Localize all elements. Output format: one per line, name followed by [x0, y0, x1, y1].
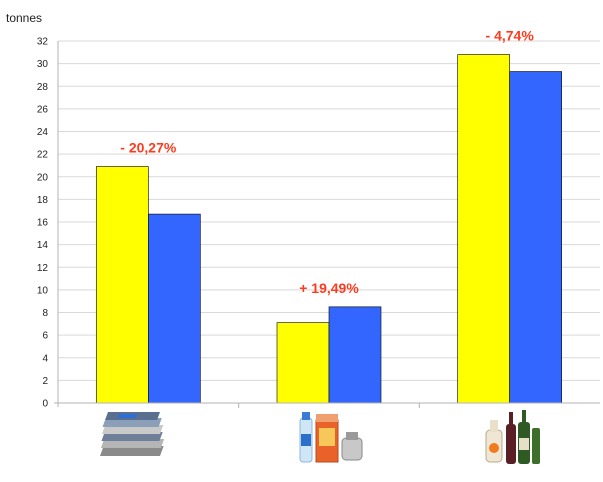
- y-tick-label: 32: [37, 37, 49, 48]
- y-tick-label: 22: [37, 150, 49, 161]
- percent-annotations: - 20,27% + 19,49% - 4,74%: [120, 28, 534, 296]
- packaging-icon: [299, 412, 363, 463]
- y-tick-label: 18: [37, 195, 49, 206]
- bars: [96, 54, 562, 404]
- percent-change-label: - 4,74%: [486, 28, 535, 44]
- y-tick-label: 30: [37, 59, 49, 70]
- y-tick-label: 16: [37, 218, 49, 229]
- y-tick-label: 4: [42, 353, 48, 364]
- glass-bottles-icon: [485, 410, 540, 464]
- y-tick-label: 26: [37, 104, 49, 115]
- bar-series2-packaging: [328, 306, 382, 404]
- percent-change-label: + 19,49%: [299, 280, 359, 296]
- bar-series1-packaging: [276, 322, 330, 404]
- y-tick-label: 24: [37, 127, 49, 138]
- axes: [54, 41, 600, 408]
- y-tick-label: 20: [37, 172, 49, 183]
- y-axis-label: tonnes: [6, 11, 42, 25]
- percent-change-label: - 20,27%: [120, 140, 177, 156]
- bar-series1-newspapers: [96, 166, 149, 404]
- y-tick-label: 8: [42, 308, 48, 319]
- bar-series2-glass-bottles: [509, 71, 562, 404]
- y-tick-label: 0: [42, 399, 48, 410]
- y-tick-label: 6: [42, 331, 48, 342]
- bar-series2-newspapers: [148, 213, 201, 404]
- newspapers-icon: [99, 412, 165, 456]
- y-tick-label: 10: [37, 285, 49, 296]
- y-tick-label: 2: [42, 376, 48, 387]
- y-tick-label: 28: [37, 82, 49, 93]
- bar-series1-glass-bottles: [457, 54, 510, 404]
- y-tick-label: 12: [37, 263, 49, 274]
- y-tick-label: 14: [37, 240, 49, 251]
